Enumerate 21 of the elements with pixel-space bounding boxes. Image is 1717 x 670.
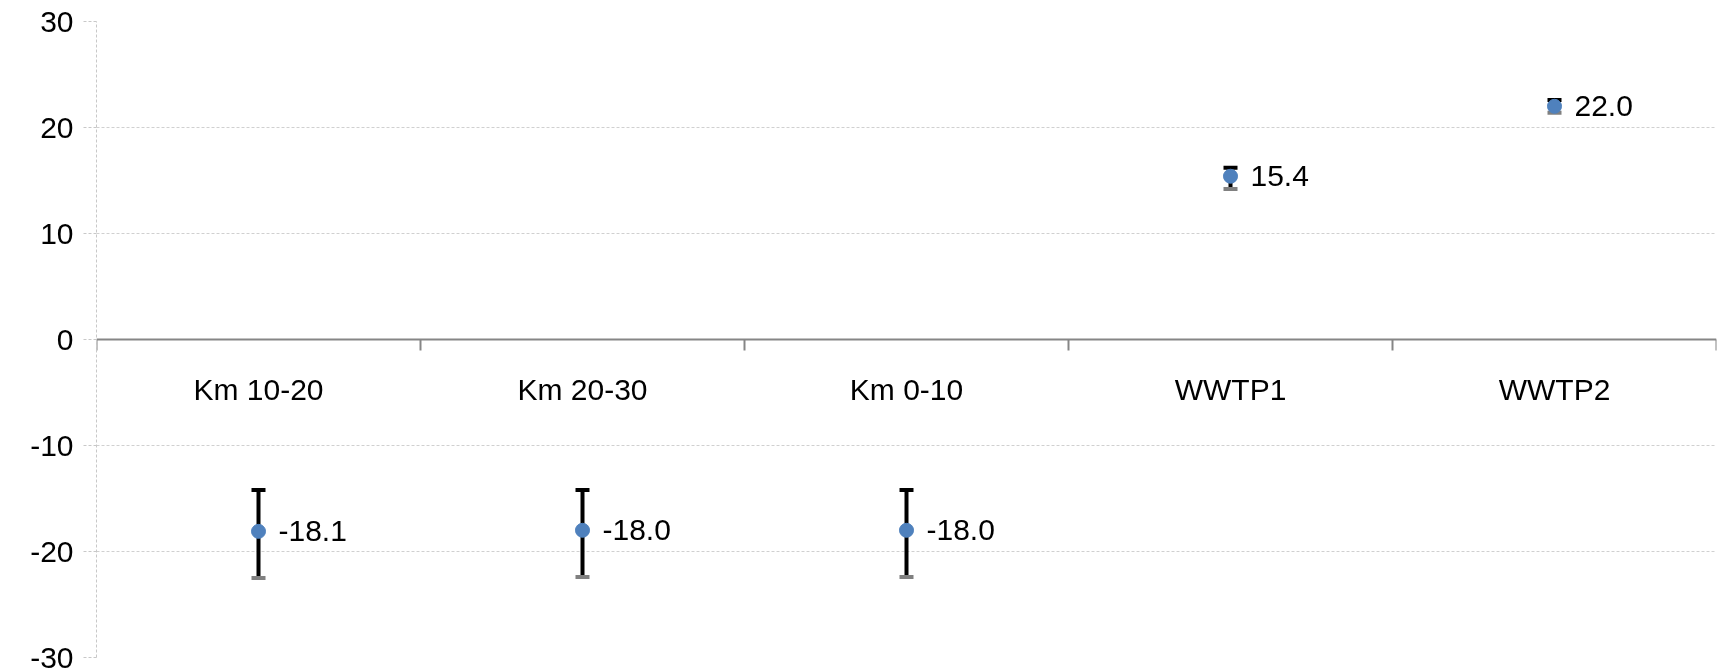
x-tick-label: Km 0-10 <box>849 373 964 406</box>
data-label: -18.0 <box>926 513 995 547</box>
y-tick-label: 0 <box>56 322 74 356</box>
y-tick-label: -30 <box>30 640 74 670</box>
x-tick-label: WWTP2 <box>1498 373 1611 406</box>
y-tick-label: -10 <box>30 428 74 462</box>
data-label: 15.4 <box>1250 159 1309 193</box>
y-tick-label: 20 <box>40 110 74 144</box>
y-tick-label: 30 <box>40 4 74 38</box>
y-tick-label: -20 <box>30 534 74 568</box>
x-tick-label: Km 20-30 <box>517 373 648 406</box>
point <box>251 523 266 539</box>
x-tick-label: WWTP1 <box>1174 373 1287 406</box>
point <box>1223 168 1238 184</box>
x-tick-label: Km 10-20 <box>193 373 324 406</box>
data-label: -18.1 <box>278 514 347 548</box>
y-tick-label: 10 <box>40 216 74 250</box>
point <box>899 522 914 538</box>
data-label: 22.0 <box>1574 89 1633 123</box>
point <box>575 522 590 538</box>
data-label: -18.0 <box>602 513 671 547</box>
